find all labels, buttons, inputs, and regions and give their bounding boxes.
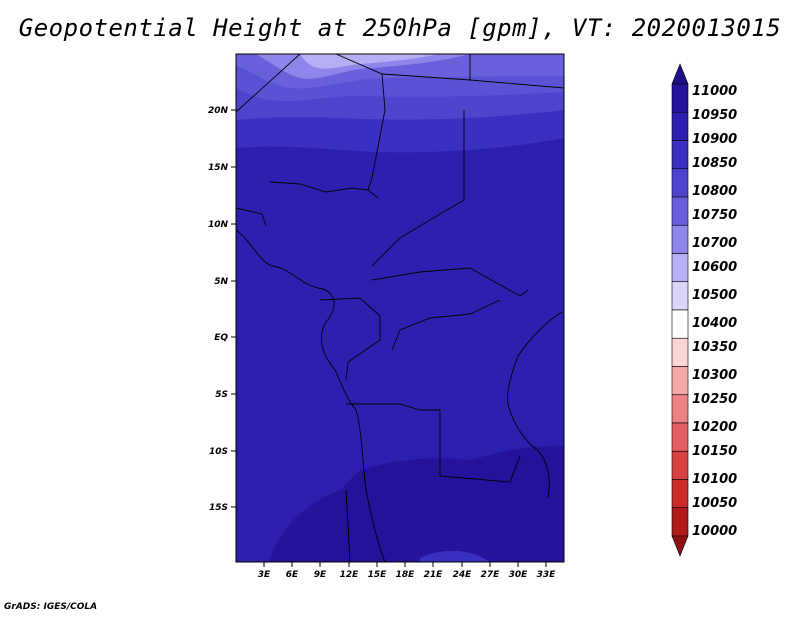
- colorbar-label-10700: 10700: [692, 236, 737, 251]
- lat-label-5s: 5S: [215, 390, 228, 400]
- colorbar-box: [671, 281, 689, 311]
- lat-label-10s: 10S: [209, 447, 228, 457]
- colorbar-label-10350: 10350: [692, 340, 737, 355]
- colorbar-box: [671, 224, 689, 254]
- colorbar-box: [671, 535, 689, 557]
- height-field: [236, 54, 564, 562]
- lon-label-21e: 21E: [424, 570, 444, 580]
- colorbar-label-10000: 10000: [692, 524, 737, 539]
- colorbar-box: [671, 253, 689, 283]
- map-frame: [235, 53, 565, 563]
- colorbar-label-10800: 10800: [692, 184, 737, 199]
- colorbar-label-10950: 10950: [692, 108, 737, 123]
- band-10600: [300, 54, 440, 69]
- colorbar-box: [671, 63, 689, 85]
- colorbar-box: [671, 479, 689, 509]
- colorbar-label-10050: 10050: [692, 496, 737, 511]
- colorbar-label-10150: 10150: [692, 444, 737, 459]
- lon-label-15e: 15E: [368, 570, 388, 580]
- colorbar-box: [671, 422, 689, 452]
- band-10950: [270, 445, 564, 562]
- lon-label-33e: 33E: [537, 570, 557, 580]
- lon-axis: 3E 6E 9E 12E 15E 18E 21E 24E 27E 30E 33E: [258, 562, 556, 580]
- lon-label-3e: 3E: [258, 570, 271, 580]
- colorbar-label-10100: 10100: [692, 472, 737, 487]
- colorbar-label-10850: 10850: [692, 156, 737, 171]
- colorbar-label-10250: 10250: [692, 392, 737, 407]
- colorbar-box: [671, 83, 689, 113]
- colorbar-labels: 11000 10950 10900 10850 10800 10750 1070…: [692, 84, 737, 539]
- colorbar-box: [671, 309, 689, 339]
- colorbar-label-10750: 10750: [692, 208, 737, 223]
- lon-label-6e: 6E: [286, 570, 299, 580]
- lon-label-27e: 27E: [481, 570, 501, 580]
- colorbar-box: [671, 366, 689, 396]
- lat-label-15s: 15S: [209, 503, 228, 513]
- colorbar-label-10300: 10300: [692, 368, 737, 383]
- map-title: Geopotential Height at 250hPa [gpm], VT:…: [18, 14, 782, 42]
- band-south-dip: [420, 550, 490, 562]
- colorbar-box: [671, 450, 689, 480]
- lon-label-24e: 24E: [453, 570, 473, 580]
- colorbar-label-10900: 10900: [692, 132, 737, 147]
- lat-label-20n: 20N: [208, 106, 229, 116]
- colorbar-label-11000: 11000: [692, 84, 737, 99]
- colorbar-label-10200: 10200: [692, 420, 737, 435]
- lat-label-5n: 5N: [214, 277, 228, 287]
- lon-label-30e: 30E: [509, 570, 529, 580]
- lat-label-10n: 10N: [208, 220, 229, 230]
- colorbar-label-10500: 10500: [692, 288, 737, 303]
- lat-axis: 20N 15N 10N 5N EQ 5S 10S 15S: [208, 106, 236, 513]
- colorbar: 11000 10950 10900 10850 10800 10750 1070…: [671, 63, 737, 557]
- lon-label-12e: 12E: [340, 570, 360, 580]
- colorbar-box: [671, 394, 689, 424]
- colorbar-box: [671, 196, 689, 226]
- lat-label-eq: EQ: [214, 333, 228, 343]
- colorbar-boxes: [671, 63, 689, 557]
- colorbar-label-10600: 10600: [692, 260, 737, 275]
- colorbar-label-10400: 10400: [692, 316, 737, 331]
- lon-label-9e: 9E: [314, 570, 327, 580]
- lon-label-18e: 18E: [396, 570, 416, 580]
- grads-credit: GrADS: IGES/COLA: [4, 602, 98, 612]
- colorbar-box: [671, 337, 689, 367]
- coastlines-borders: [236, 54, 564, 562]
- colorbar-box: [671, 507, 689, 537]
- colorbar-box: [671, 140, 689, 170]
- colorbar-box: [671, 168, 689, 198]
- lat-label-15n: 15N: [208, 163, 229, 173]
- colorbar-box: [671, 111, 689, 141]
